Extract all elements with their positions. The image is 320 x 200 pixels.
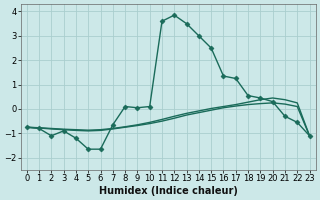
X-axis label: Humidex (Indice chaleur): Humidex (Indice chaleur) — [99, 186, 237, 196]
